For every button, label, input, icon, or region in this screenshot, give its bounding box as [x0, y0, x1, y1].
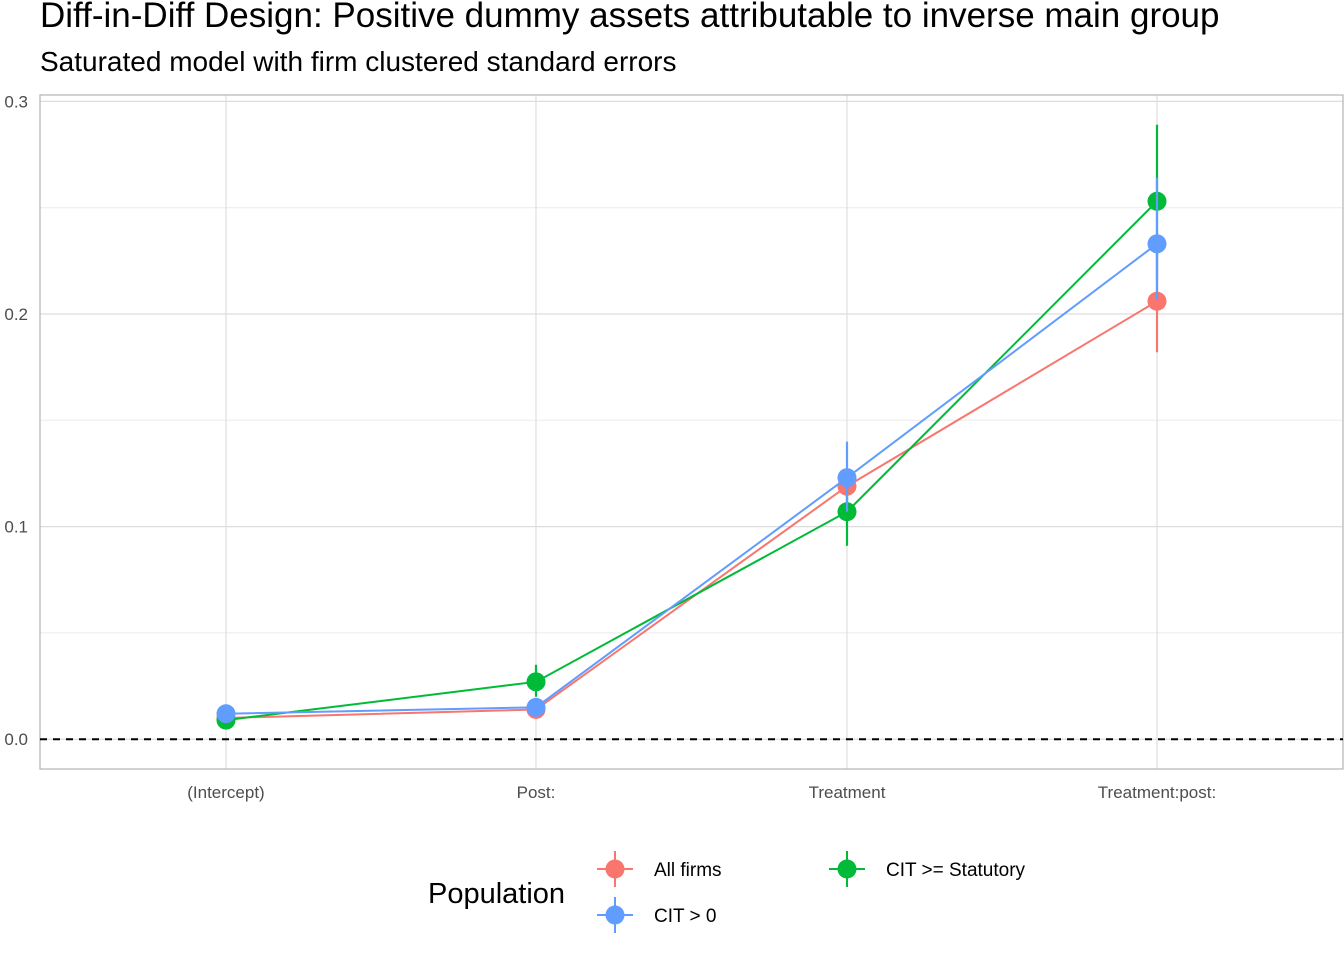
- data-point: [216, 704, 236, 724]
- legend-key-point: [837, 859, 857, 879]
- data-point: [837, 468, 857, 488]
- series-group: [216, 250, 1167, 728]
- legend-key-point: [605, 859, 625, 879]
- legend: Population All firms CIT > 0 CIT >= Statuto…: [428, 851, 1026, 933]
- panel-border: [39, 94, 1344, 770]
- data-point: [526, 697, 546, 717]
- legend-key-point: [605, 905, 625, 925]
- x-tick-label: (Intercept): [187, 783, 264, 802]
- x-tick-label: Post:: [517, 783, 556, 802]
- x-tick-label: Treatment: [809, 783, 886, 802]
- data-point: [1147, 234, 1167, 254]
- legend-label: All firms: [654, 860, 722, 881]
- y-tick-label: 0.0: [4, 730, 28, 749]
- chart-title: Diff-in-Diff Design: Positive dummy asse…: [40, 0, 1220, 35]
- series-line: [225, 200, 1158, 722]
- series-line: [225, 243, 1158, 715]
- y-tick-label: 0.2: [4, 305, 28, 324]
- x-tick-label: Treatment:post:: [1098, 783, 1216, 802]
- series-line: [225, 300, 1158, 719]
- legend-label: CIT > 0: [654, 906, 716, 927]
- grid-layer: [40, 95, 1343, 769]
- series-group: [216, 124, 1167, 730]
- chart-subtitle: Saturated model with firm clustered stan…: [40, 46, 677, 77]
- series-layer: [216, 124, 1167, 730]
- y-tick-label: 0.1: [4, 518, 28, 537]
- y-tick-label: 0.3: [4, 92, 28, 111]
- legend-item: CIT > 0: [597, 897, 716, 933]
- legend-item: All firms: [597, 851, 722, 887]
- data-point: [1147, 291, 1167, 311]
- legend-label: CIT >= Statutory: [886, 860, 1026, 881]
- series-group: [216, 177, 1167, 724]
- axis-labels-layer: 0.0 0.1 0.2 0.3 (Intercept) Post: Treatment Tre…: [4, 92, 1216, 802]
- legend-item: CIT >= Statutory: [829, 851, 1026, 887]
- legend-title: Population: [428, 878, 565, 910]
- data-point: [526, 672, 546, 692]
